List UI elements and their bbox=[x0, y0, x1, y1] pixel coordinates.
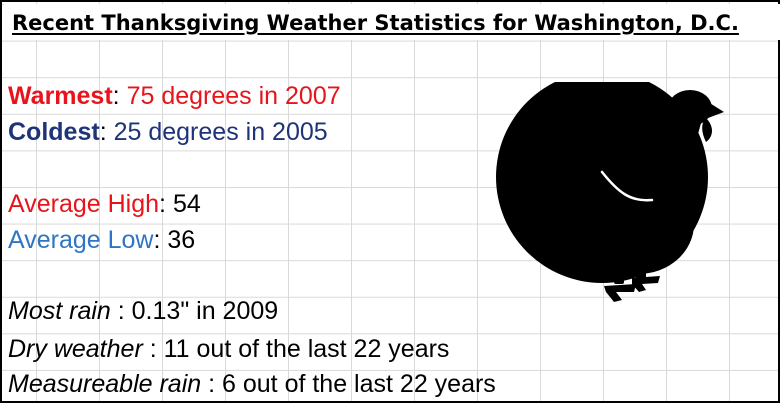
measureable-rain-label: Measureable rain bbox=[8, 370, 202, 398]
most-rain-row: Most rain : 0.13" in 2009 bbox=[8, 296, 278, 326]
most-rain-label: Most rain bbox=[8, 297, 111, 325]
average-high-label: Average High bbox=[8, 190, 160, 218]
coldest-value: 25 degrees in 2005 bbox=[113, 118, 328, 146]
coldest-label: Coldest bbox=[8, 118, 100, 146]
average-low-colon: : bbox=[153, 226, 168, 254]
coldest-colon: : bbox=[99, 118, 114, 146]
average-low-label: Average Low bbox=[8, 226, 154, 254]
coldest-row: Coldest: 25 degrees in 2005 bbox=[8, 117, 328, 147]
warmest-value: 75 degrees in 2007 bbox=[126, 82, 341, 110]
turkey-icon bbox=[496, 82, 724, 302]
average-high-row: Average High: 54 bbox=[8, 189, 201, 219]
average-low-value: 36 bbox=[167, 226, 196, 254]
page-title: Recent Thanksgiving Weather Statistics f… bbox=[12, 11, 739, 35]
warmest-label: Warmest bbox=[8, 82, 113, 110]
dry-weather-label: Dry weather bbox=[8, 335, 143, 363]
title-cell: Recent Thanksgiving Weather Statistics f… bbox=[4, 4, 780, 40]
dry-weather-value: 11 out of the last 22 years bbox=[163, 335, 450, 363]
measureable-rain-colon: : bbox=[201, 370, 223, 398]
most-rain-colon: : bbox=[110, 297, 132, 325]
dry-weather-colon: : bbox=[142, 335, 164, 363]
warmest-colon: : bbox=[112, 82, 127, 110]
measureable-rain-value: 6 out of the last 22 years bbox=[222, 370, 496, 398]
warmest-row: Warmest: 75 degrees in 2007 bbox=[8, 81, 341, 111]
average-low-row: Average Low: 36 bbox=[8, 225, 195, 255]
average-high-colon: : bbox=[159, 190, 173, 218]
average-high-value: 54 bbox=[172, 190, 201, 218]
most-rain-value: 0.13" in 2009 bbox=[131, 297, 279, 325]
measureable-rain-row: Measureable rain : 6 out of the last 22 … bbox=[8, 369, 496, 399]
dry-weather-row: Dry weather : 11 out of the last 22 year… bbox=[8, 334, 449, 364]
